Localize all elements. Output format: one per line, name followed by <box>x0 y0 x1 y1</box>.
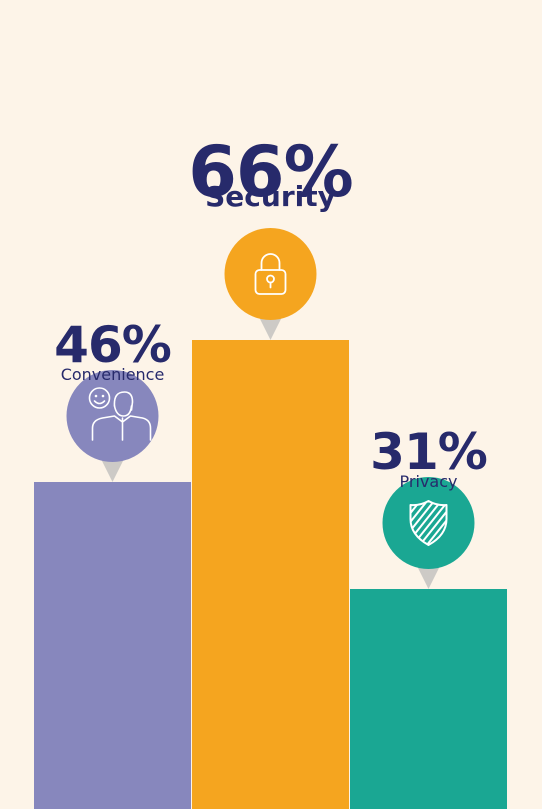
bar-security <box>192 340 349 809</box>
value-label: 46% <box>54 316 171 374</box>
bar-privacy <box>350 589 507 809</box>
category-label: Privacy <box>400 472 458 491</box>
padlock-icon <box>224 228 317 320</box>
value-label: 31% <box>370 423 487 481</box>
value-label: 66% <box>188 131 353 213</box>
category-label: Convenience <box>61 365 165 384</box>
category-label: Security <box>205 180 336 213</box>
bar-convenience <box>34 482 191 809</box>
person-smile-icon <box>66 370 159 462</box>
shield-icon <box>382 477 475 569</box>
